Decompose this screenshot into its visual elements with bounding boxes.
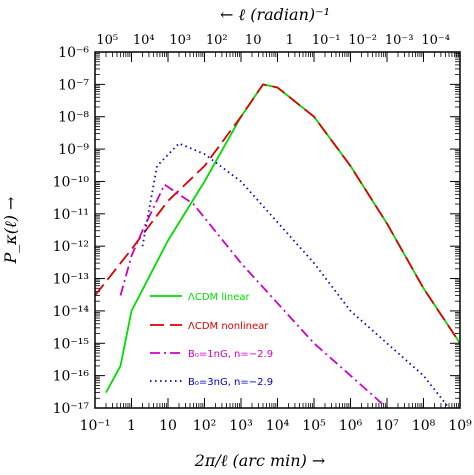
- x-axis-title: 2π/ℓ (arc min) →: [194, 451, 326, 470]
- series-line-0: [105, 83, 460, 394]
- y-tick-label: 10⁻⁹: [58, 142, 89, 158]
- x-tick-label: 10²: [193, 418, 216, 434]
- top-axis-title: ← ℓ (radian)⁻¹: [220, 5, 330, 24]
- y-tick-label: 10⁻¹¹: [53, 207, 89, 223]
- series-line-3: [141, 142, 450, 408]
- legend-label: ΛCDM linear: [188, 292, 251, 303]
- series-line-1: [95, 83, 460, 344]
- x-tick-label: 10⁸: [412, 418, 436, 434]
- series-layer: [95, 83, 460, 408]
- top-tick-label: 10: [245, 33, 262, 48]
- y-tick-label: 10⁻¹³: [53, 272, 89, 288]
- y-tick-label: 10⁻⁷: [58, 77, 89, 93]
- y-axis-title: P_κ(ℓ) →: [1, 197, 20, 265]
- top-tick-label: 1: [286, 33, 294, 48]
- y-tick-label: 10⁻¹⁰: [53, 174, 90, 190]
- top-tick-label: 10⁻³: [385, 33, 414, 48]
- y-tick-label: 10⁻¹⁶: [53, 369, 90, 385]
- legend-label: ΛCDM nonlinear: [188, 321, 269, 332]
- y-tick-label: 10⁻¹⁷: [53, 401, 90, 417]
- top-tick-label: 10²: [206, 33, 228, 48]
- x-tick-label: 10: [159, 418, 177, 434]
- x-tick-label: 10⁻¹: [80, 418, 111, 434]
- ticks-layer: 10⁻¹ 1 10 10² 10³ 10⁴ 10⁵ 10⁶ 10⁷ 10⁸ 10⁹10⁻¹⁷10⁻¹…: [53, 33, 473, 434]
- y-tick-label: 10⁻⁸: [58, 110, 89, 126]
- legend-label: B₀=3nG, n=−2.9: [188, 377, 273, 388]
- top-tick-label: 10⁻⁴: [421, 33, 450, 48]
- top-tick-label: 10⁴: [133, 33, 155, 48]
- x-tick-label: 1: [127, 418, 136, 434]
- y-tick-label: 10⁻⁶: [58, 45, 89, 61]
- top-tick-label: 10³: [169, 33, 191, 48]
- plot-frame: [94, 51, 461, 409]
- x-tick-label: 10⁷: [375, 418, 399, 434]
- top-tick-label: 10⁻¹: [312, 33, 341, 48]
- top-tick-label: 10⁵: [96, 33, 118, 48]
- x-tick-label: 10⁶: [339, 418, 363, 434]
- top-tick-label: 10⁻²: [348, 33, 377, 48]
- x-tick-label: 10⁹: [448, 418, 472, 434]
- y-tick-label: 10⁻¹²: [53, 239, 89, 255]
- legend: ΛCDM linear ΛCDM nonlinear B₀=1nG, n=−2.9 B…: [150, 292, 273, 388]
- x-tick-label: 10⁵: [302, 418, 326, 434]
- x-tick-label: 10³: [229, 418, 252, 434]
- legend-label: B₀=1nG, n=−2.9: [188, 349, 273, 360]
- x-tick-label: 10⁴: [266, 418, 290, 434]
- y-tick-label: 10⁻¹⁵: [53, 336, 90, 352]
- series-line-2: [119, 183, 388, 408]
- y-tick-label: 10⁻¹⁴: [53, 304, 90, 320]
